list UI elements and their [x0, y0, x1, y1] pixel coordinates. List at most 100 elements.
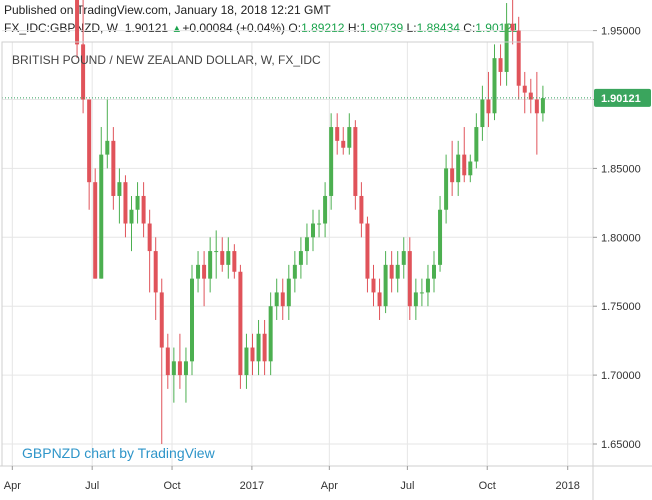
candle-body — [153, 251, 158, 293]
candle — [292, 251, 297, 293]
candle — [444, 154, 449, 224]
candle-body — [111, 140, 116, 196]
candle — [353, 120, 358, 210]
candle — [93, 168, 98, 279]
candle-body — [292, 264, 297, 279]
candle-body — [105, 140, 110, 155]
candle — [256, 319, 261, 376]
high-value: 1.90739 — [359, 21, 404, 35]
y-tick-label: 1.70000 — [601, 370, 641, 382]
candle — [516, 16, 521, 100]
candle-body — [419, 292, 424, 294]
candle-body — [280, 292, 285, 307]
candle-body — [347, 127, 352, 148]
candle — [81, 0, 86, 114]
candle-body — [232, 251, 237, 272]
candle-body — [353, 127, 358, 196]
candle — [492, 44, 497, 121]
candle-body — [129, 209, 134, 224]
candle — [383, 251, 388, 314]
candle — [99, 127, 104, 279]
candle — [208, 237, 213, 293]
candle — [214, 230, 219, 279]
candle-body — [226, 251, 231, 265]
last-price-badge: 1.90121 — [594, 88, 651, 107]
candle — [304, 223, 309, 265]
candle-body — [432, 264, 436, 279]
candle — [425, 264, 430, 307]
candle-body — [480, 99, 485, 128]
candle-body — [450, 168, 455, 183]
candle-body — [462, 154, 467, 176]
candle — [540, 85, 545, 122]
candle — [528, 78, 533, 114]
candles-group — [75, 0, 545, 444]
candle-body — [117, 182, 122, 196]
candle — [75, 0, 80, 59]
candle — [371, 264, 376, 307]
candle — [226, 237, 231, 279]
candle — [111, 127, 116, 210]
candle-body — [262, 333, 267, 362]
candle-body — [407, 251, 412, 307]
candle-body — [516, 30, 521, 86]
candle — [401, 237, 406, 279]
candle-body — [274, 292, 279, 307]
candle-body — [492, 58, 497, 114]
candle-body — [250, 347, 255, 362]
candle — [220, 237, 225, 272]
candle-body — [534, 99, 539, 114]
last-price-value: 1.90121 — [124, 21, 169, 35]
candle-body — [504, 23, 509, 72]
candle — [359, 182, 364, 238]
candle — [165, 333, 170, 389]
x-tick-label: Oct — [479, 480, 496, 492]
candle-body — [165, 347, 170, 376]
y-tick-label: 1.85000 — [601, 163, 641, 175]
candle — [329, 113, 334, 210]
candle — [87, 99, 92, 210]
candle-body — [341, 140, 346, 148]
candle — [268, 292, 273, 376]
candle — [534, 71, 539, 155]
candle — [190, 264, 194, 376]
low-value: 1.88434 — [416, 21, 460, 35]
candle — [347, 113, 352, 155]
open-label: O: — [288, 21, 302, 35]
candle-body — [304, 237, 309, 252]
candle-body — [413, 292, 418, 307]
y-tick-label: 1.75000 — [601, 301, 641, 313]
close-label: C: — [463, 21, 476, 35]
candle-body — [335, 127, 340, 141]
candle-body — [486, 99, 491, 114]
candle — [311, 209, 315, 252]
candle — [153, 237, 158, 320]
candle — [462, 127, 467, 183]
candle — [196, 251, 201, 293]
chart-legend-title: BRITISH POUND / NEW ZEALAND DOLLAR, W, F… — [12, 53, 321, 67]
candle — [504, 3, 509, 86]
candle — [171, 347, 176, 403]
candle — [486, 71, 491, 128]
candle — [438, 195, 443, 272]
candle-body — [401, 251, 406, 265]
candle-body — [395, 264, 400, 279]
candle-body — [93, 182, 98, 279]
candle — [298, 237, 303, 279]
candle-body — [81, 44, 86, 100]
chart-header: Published on TradingView.com, January 18… — [0, 0, 652, 42]
candle-body — [244, 347, 249, 376]
candle — [474, 113, 479, 169]
candle-body — [456, 154, 461, 183]
x-tick-label: Jul — [85, 480, 99, 492]
candle-body — [256, 333, 261, 362]
candle-body — [141, 195, 146, 224]
candle-body — [498, 58, 503, 72]
y-tick-label: 1.95000 — [601, 26, 641, 38]
candle-body — [190, 278, 194, 362]
candle — [480, 85, 485, 141]
x-tick-label: Jul — [400, 480, 414, 492]
candle-body — [286, 278, 291, 307]
candle — [468, 154, 473, 183]
